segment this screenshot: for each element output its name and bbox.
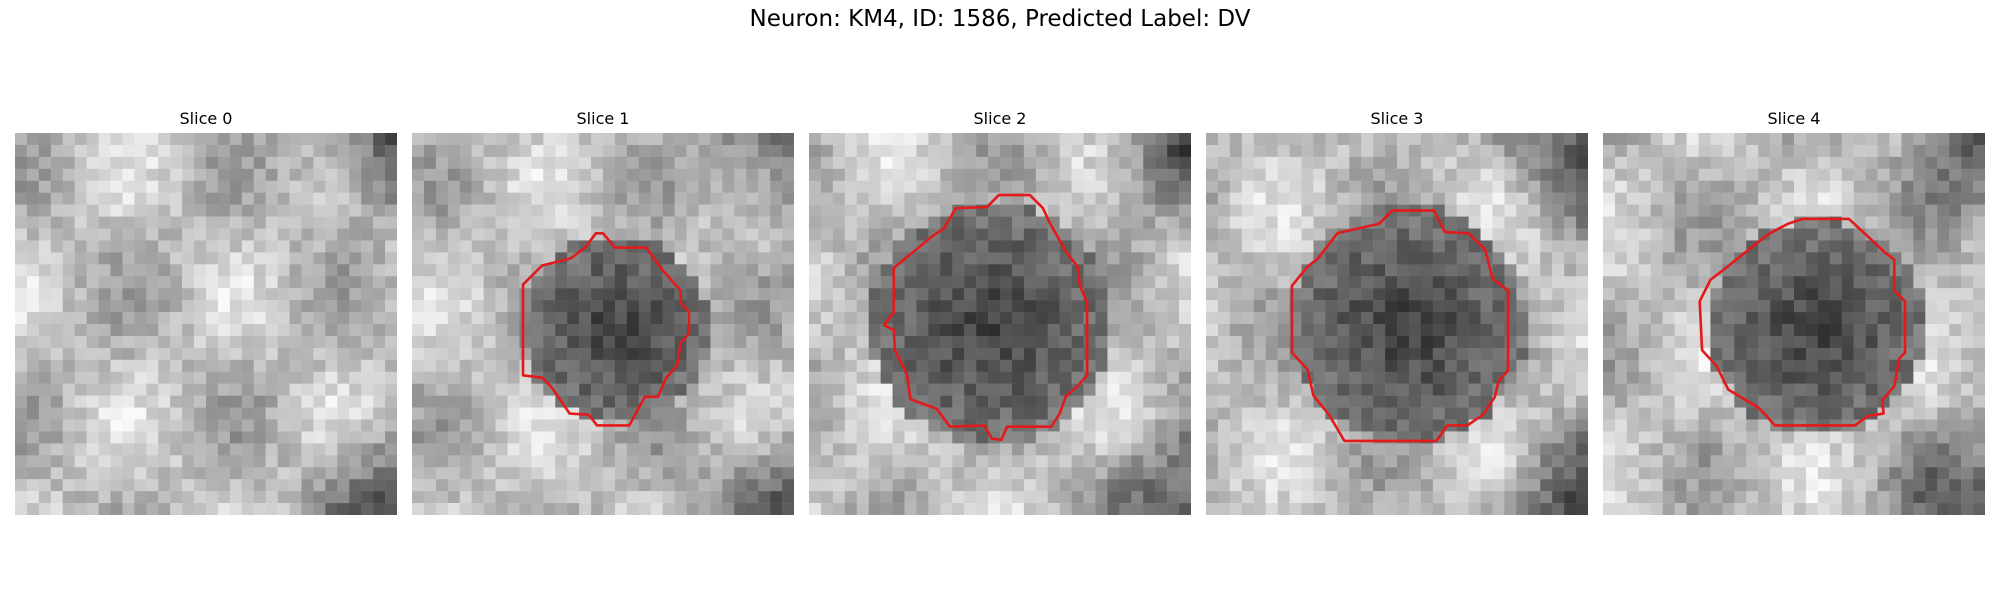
slice-title: Slice 3 bbox=[1370, 109, 1424, 128]
slice-image bbox=[15, 133, 397, 515]
slice-image bbox=[1206, 133, 1588, 515]
slice-panel-1: Slice 1 bbox=[412, 108, 794, 515]
roi-outline bbox=[1290, 209, 1510, 443]
slice-title: Slice 4 bbox=[1767, 109, 1821, 128]
slice-image bbox=[412, 133, 794, 515]
slice-title: Slice 0 bbox=[179, 109, 233, 128]
slice-title: Slice 2 bbox=[973, 109, 1027, 128]
figure-title: Neuron: KM4, ID: 1586, Predicted Label: … bbox=[749, 6, 1251, 32]
slice-panel-3: Slice 3 bbox=[1206, 108, 1588, 515]
slice-panel-0: Slice 0 bbox=[15, 108, 397, 515]
slice-image bbox=[809, 133, 1191, 515]
slice-image bbox=[1603, 133, 1985, 515]
roi-outline bbox=[882, 193, 1089, 442]
slice-panel-4: Slice 4 bbox=[1603, 108, 1985, 515]
roi-outline bbox=[1698, 217, 1907, 427]
slice-title: Slice 1 bbox=[576, 109, 630, 128]
slice-panel-2: Slice 2 bbox=[809, 108, 1191, 515]
roi-outline bbox=[521, 231, 691, 427]
